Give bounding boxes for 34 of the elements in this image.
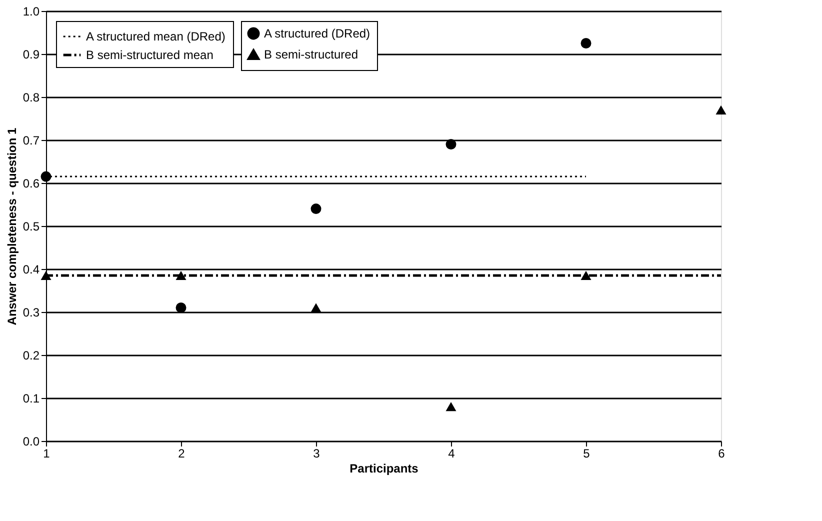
point: [310, 303, 322, 312]
point: [40, 270, 52, 280]
y-tick-label: 0.3: [22, 306, 40, 320]
point: [176, 270, 186, 280]
y-tick-label: 0.2: [22, 348, 40, 362]
x-tick-label: 5: [583, 446, 590, 460]
legend-label: A structured mean (DRed): [86, 30, 226, 44]
legend-label: A structured (DRed): [264, 26, 370, 40]
legend-label: B semi-structured: [264, 48, 358, 62]
y-tick-label: 0.0: [22, 434, 40, 448]
y-tick-label: 0.7: [22, 134, 40, 148]
y-tick-label: 0.6: [22, 176, 40, 190]
legend-label: B semi-structured mean: [86, 48, 214, 62]
y-tick-label: 1.0: [22, 4, 40, 18]
y-tick-label: 0.8: [22, 90, 40, 104]
point: [580, 38, 592, 48]
y-tick-label: 0.9: [22, 48, 40, 62]
x-tick-label: 4: [448, 446, 456, 460]
point: [446, 139, 456, 150]
x-tick-label: 2: [178, 446, 186, 460]
point: [580, 270, 592, 280]
point: [176, 302, 186, 313]
point: [40, 171, 52, 182]
x-tick-label: 1: [43, 446, 50, 460]
y-tick-label: 0.4: [22, 262, 40, 276]
point: [310, 204, 322, 214]
x-axis-title: Participants: [350, 462, 419, 476]
point: [446, 402, 456, 412]
x-tick-label: 6: [718, 446, 726, 460]
point: [716, 105, 726, 114]
y-axis-title: Answer completeness - question 1: [4, 127, 19, 326]
x-tick-label: 3: [313, 446, 320, 460]
y-tick-label: 0.1: [22, 392, 40, 406]
y-tick-label: 0.5: [22, 220, 40, 234]
